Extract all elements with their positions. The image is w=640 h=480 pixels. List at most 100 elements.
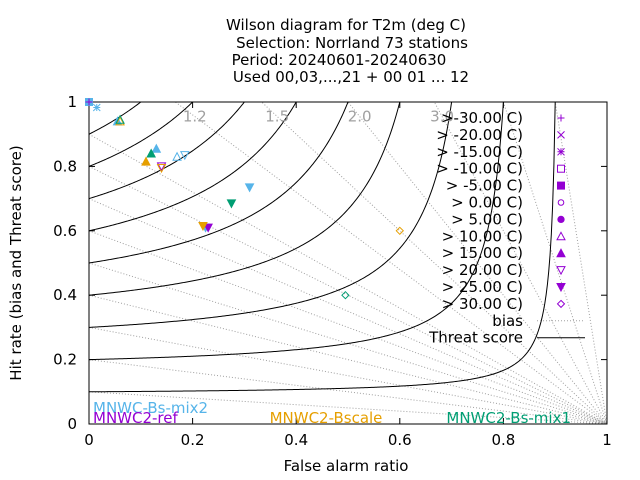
- data-point-2-0: [115, 116, 125, 126]
- legend-marker-0: [557, 114, 565, 122]
- data-points: [85, 98, 405, 300]
- legend-label-1: > -20.00 C): [436, 126, 523, 144]
- legend-marker-11: [556, 299, 566, 309]
- legend-marker-3: [557, 164, 565, 173]
- y-tick-label-2: 0.4: [53, 286, 77, 304]
- data-point-0-4: [172, 151, 182, 161]
- title-line-3: Period: 20240601-20240630: [232, 51, 447, 69]
- data-point-2-1: [141, 156, 151, 166]
- y-tick-label-5: 1: [67, 93, 77, 111]
- threat-score-curve-2: [89, 102, 453, 328]
- legend-marker-6: [557, 215, 565, 224]
- legend-label-11: > 30.00 C): [442, 295, 523, 313]
- data-point-1-1: [156, 162, 167, 172]
- bias-line-4: [89, 262, 607, 424]
- title-line-4: Used 00,03,...,21 + 00 01 ... 12: [233, 68, 469, 86]
- legend-label-2: > -15.00 C): [436, 143, 523, 161]
- data-point-2-4: [395, 226, 405, 236]
- model-label-0: MNWC-Bs-mix2: [93, 399, 208, 417]
- bias-labels: 1.2 1.5 2.0 3.0: [183, 107, 454, 125]
- data-point-0-5: [179, 151, 190, 161]
- data-point-2-3: [198, 221, 208, 232]
- x-tick-label-4: 0.8: [491, 431, 515, 449]
- threat-score-curve-1: [89, 102, 504, 361]
- x-tick-label-2: 0.4: [284, 431, 308, 449]
- bias-lines: [89, 102, 607, 424]
- legend-line-label-0: bias: [492, 312, 523, 330]
- x-axis-label: False alarm ratio: [284, 457, 409, 475]
- bias-line-9: [174, 102, 607, 424]
- threat-score-curve-4: [89, 102, 349, 264]
- y-tick-label-3: 0.6: [53, 222, 77, 240]
- legend: >-30.00 C)> -20.00 C)> -15.00 C)> -10.00…: [428, 109, 585, 347]
- data-point-3-1: [146, 148, 156, 158]
- data-point-2-2: [156, 164, 167, 174]
- x-tick-label-5: 1: [602, 431, 612, 449]
- threat-score-curve-6: [89, 102, 246, 200]
- legend-label-7: > 10.00 C): [442, 227, 523, 245]
- bias-label-0: 1.2: [183, 107, 207, 125]
- threat-score-curve-3: [89, 102, 401, 296]
- data-point-3-2: [226, 199, 237, 209]
- bias-label-3: 3.0: [430, 107, 454, 125]
- series-2: [115, 116, 405, 236]
- series-3: [115, 114, 350, 300]
- plot-frame: [88, 101, 608, 425]
- bias-label-1: 1.5: [265, 107, 289, 125]
- bias-label-2: 2.0: [348, 107, 372, 125]
- legend-line-label-1: Threat score: [428, 329, 523, 347]
- legend-marker-5: [557, 199, 565, 206]
- threat-score-curve-7: [89, 102, 194, 167]
- data-point-1-2: [203, 223, 213, 233]
- model-label-1: MNWC2-ref: [93, 409, 178, 427]
- y-tick-label-4: 0.8: [53, 157, 77, 175]
- y-tick-label-0: 0: [67, 415, 77, 433]
- x-tick-label-3: 0.6: [388, 431, 412, 449]
- legend-marker-1: [557, 131, 565, 139]
- data-point-0-1: [92, 103, 101, 112]
- bias-line-5: [89, 230, 607, 424]
- threat-score-curve-0: [89, 102, 556, 393]
- threat-score-curve-8: [89, 102, 142, 135]
- title-line-1: Wilson diagram for T2m (deg C): [226, 16, 466, 34]
- x-tick-label-1: 0.2: [181, 431, 205, 449]
- legend-marker-4: [557, 181, 565, 190]
- bias-line-2: [89, 326, 607, 424]
- legend-label-5: > 0.00 C): [451, 194, 523, 212]
- x-tick-label-0: 0: [84, 431, 94, 449]
- legend-label-3: > -10.00 C): [436, 160, 523, 178]
- bias-line-6: [89, 198, 607, 424]
- chart-title: Wilson diagram for T2m (deg C) Selection…: [226, 16, 469, 86]
- data-point-0-3: [151, 143, 162, 153]
- legend-label-8: > 15.00 C): [442, 244, 523, 262]
- y-axis-label: Hit rate (bias and Threat score): [7, 145, 25, 380]
- title-line-2: Selection: Norrland 73 stations: [236, 34, 468, 52]
- y-tick-label-1: 0.2: [53, 351, 77, 369]
- legend-label-4: > -5.00 C): [446, 177, 523, 195]
- series-1: [85, 98, 213, 233]
- legend-label-6: > 5.00 C): [451, 210, 523, 228]
- axis-ticks: 0 0.2 0.4 0.6 0.8 1 0 0.2 0.4 0.6 0.8 1: [53, 93, 612, 449]
- legend-label-0: >-30.00 C): [441, 109, 523, 127]
- data-point-1-0: [85, 98, 93, 106]
- data-point-0-6: [244, 183, 255, 193]
- bias-line-3: [89, 294, 607, 424]
- legend-marker-10: [556, 283, 566, 293]
- threat-score-curve-5: [89, 102, 297, 232]
- legend-marker-7: [556, 231, 566, 241]
- legend-label-10: > 25.00 C): [442, 278, 523, 296]
- bias-line-8: [89, 133, 607, 424]
- data-point-3-3: [341, 290, 350, 300]
- bias-line-10: [260, 102, 607, 424]
- model-label-3: MNWC2-Bs-mix1: [446, 409, 571, 427]
- threat-score-curves: [89, 102, 556, 393]
- bias-line-0: [89, 391, 607, 424]
- data-point-3-0: [115, 114, 125, 124]
- legend-marker-8: [556, 248, 566, 258]
- legend-marker-2: [557, 147, 565, 156]
- legend-label-9: > 20.00 C): [442, 261, 523, 279]
- legend-marker-9: [556, 266, 566, 276]
- model-label-2: MNWC2-Bscale: [270, 409, 383, 427]
